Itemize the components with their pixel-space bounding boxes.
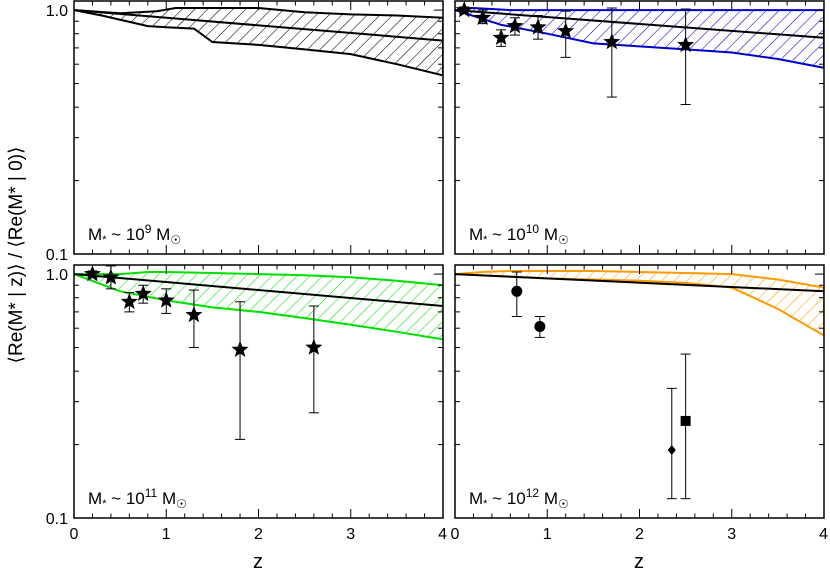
- data-point-star: [83, 265, 102, 282]
- data-point-star: [557, 10, 575, 58]
- panel-top-left: 1.0 0.1 M* ~ 109 M☉: [46, 0, 444, 264]
- data-point-star: [474, 8, 492, 26]
- data-point-circle: [534, 316, 546, 338]
- x-tick-label: 0: [451, 526, 460, 543]
- x-axis-label-right: z: [634, 551, 644, 573]
- data-point-star: [231, 301, 249, 440]
- y-tick-label: 0.1: [46, 247, 68, 264]
- data-point-star: [157, 288, 175, 314]
- uncertainty-band: [74, 7, 443, 77]
- mass-label: M* ~ 1011 M☉: [88, 486, 187, 511]
- y-tick-label: 1.0: [46, 267, 68, 284]
- data-point-star: [677, 8, 695, 106]
- data-point-circle: [511, 271, 523, 318]
- data-point-star: [134, 284, 152, 304]
- panel-top-right: M* ~ 1010 M☉: [454, 0, 825, 255]
- x-tick-label: 2: [635, 526, 644, 543]
- model-line: [74, 273, 443, 307]
- x-tick-label: 4: [819, 526, 828, 543]
- x-tick-label: 1: [162, 526, 171, 543]
- x-tick-label: 1: [543, 526, 552, 543]
- data-point-star: [305, 305, 323, 414]
- plot-area: [455, 1, 824, 106]
- x-tick-label: 3: [346, 526, 355, 543]
- data-point-diamond: [666, 387, 677, 500]
- model-line: [455, 9, 824, 39]
- y-tick-label: 0.1: [46, 511, 68, 528]
- data-point-star: [185, 289, 203, 349]
- x-tick-label: 4: [438, 526, 447, 543]
- plot-area: [74, 265, 443, 440]
- data-point-star: [120, 292, 138, 313]
- model-line: [74, 9, 443, 42]
- plot-area: [455, 270, 824, 500]
- mass-label: M* ~ 1010 M☉: [469, 222, 569, 247]
- panels: 1.00.1M* ~ 109 M☉ M* ~ 1010 M☉1.00.10 1 2 3 4…: [46, 0, 828, 543]
- ticks: [454, 265, 825, 519]
- ticks: [73, 1, 444, 255]
- y-axis-label: ⟨Re(M* | z)⟩ / ⟨Re(M* | 0)⟩: [6, 147, 27, 364]
- x-axis-label-left: z: [253, 551, 263, 573]
- plot-area: [74, 7, 443, 77]
- uncertainty-band: [455, 270, 824, 337]
- uncertainty-band: [455, 6, 824, 69]
- x-tick-label: 0: [70, 526, 79, 543]
- ticks: [73, 265, 444, 519]
- panel-bottom-right: 0 1 2 3 4 M* ~ 1012 M☉: [451, 264, 828, 543]
- data-point-star: [603, 7, 621, 98]
- data-point-star: [506, 17, 524, 36]
- data-point-star: [529, 15, 547, 40]
- data-point-star: [455, 1, 473, 18]
- y-tick-label: 1.0: [46, 3, 68, 20]
- x-tick-label: 2: [254, 526, 263, 543]
- panel-bottom-left: 1.0 0.10 1 2 3 4 M* ~ 1011 M☉: [46, 264, 447, 543]
- x-tick-label: 3: [727, 526, 736, 543]
- mass-label: M* ~ 1012 M☉: [469, 486, 569, 511]
- data-point-square: [680, 353, 691, 500]
- data-point-star: [492, 28, 510, 47]
- ticks: [454, 1, 825, 255]
- mass-label: M* ~ 109 M☉: [88, 222, 181, 247]
